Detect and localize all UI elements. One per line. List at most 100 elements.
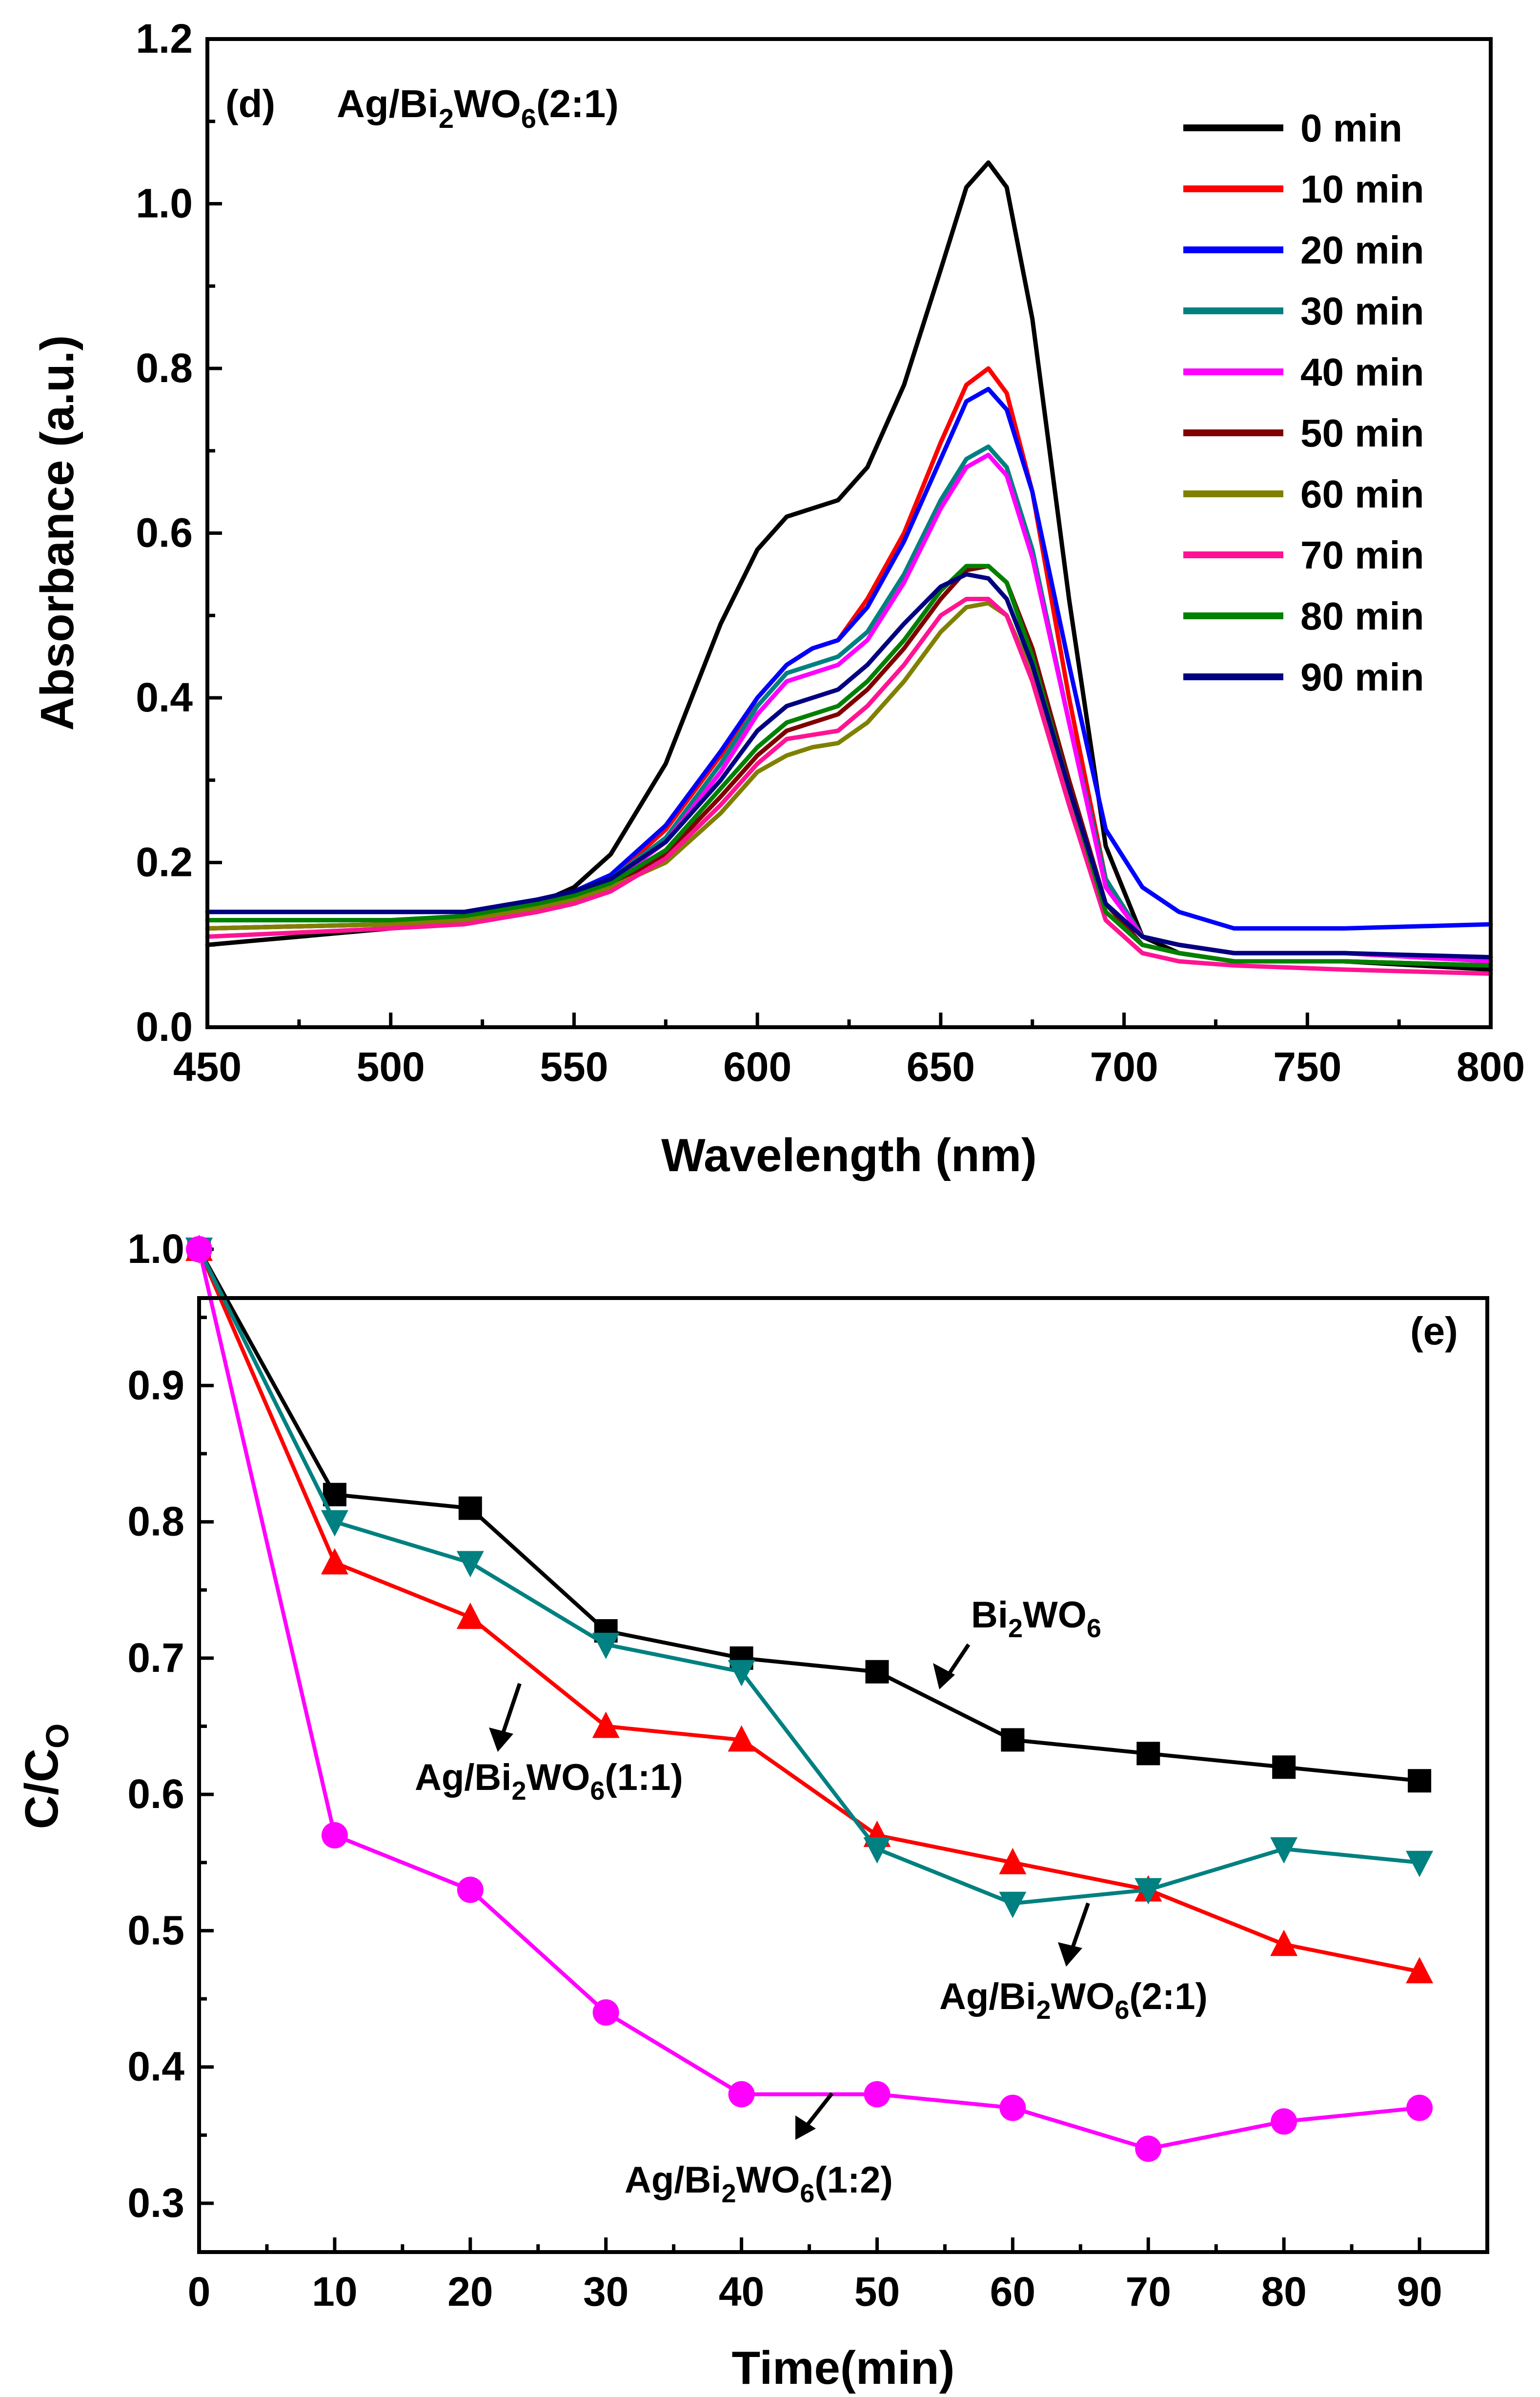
panel-e-tag: (e) bbox=[1410, 1309, 1458, 1353]
panel-d-x-tick-label: 550 bbox=[540, 1044, 608, 1090]
data-point-Ag-Bi2WO6-1-1 bbox=[592, 1711, 620, 1738]
data-point-Ag-Bi2WO6-1-1 bbox=[728, 1725, 755, 1752]
panel-e-y-tick-labels: 0.3 0.4 0.5 0.6 0.7 0.8 0.9 1.0 bbox=[127, 1226, 184, 2226]
panel-e-y-tick-label: 0.5 bbox=[127, 1907, 184, 1953]
series-line-Bi2WO6 bbox=[197, 1248, 1420, 1783]
panel-d-x-tick-labels: 450 500 550 600 650 700 750 800 bbox=[173, 1044, 1525, 1090]
legend-label-60-min: 60 min bbox=[1300, 472, 1424, 516]
spectrum-0-min bbox=[205, 160, 1493, 972]
data-point-Ag-Bi2WO6-2-1 bbox=[1135, 1878, 1162, 1905]
data-point-Ag-Bi2WO6-1-2 bbox=[1406, 2094, 1433, 2121]
panel-e-y-tick-label: 0.8 bbox=[127, 1499, 184, 1544]
panel-d-y-tick-label: 1.2 bbox=[136, 16, 193, 61]
annotation-2-1-label: Ag/Bi2WO6(2:1) bbox=[939, 1976, 1208, 2025]
panel-d-y-tick-label: 1.0 bbox=[136, 181, 193, 226]
legend-label-40-min: 40 min bbox=[1300, 350, 1424, 394]
annotation-ag-bi2wo6-2-1: Ag/Bi2WO6(2:1) bbox=[939, 1902, 1208, 2025]
panel-e-y-axis-title: C/CO bbox=[16, 1724, 75, 1829]
data-point-Bi2WO6 bbox=[1408, 1769, 1432, 1793]
panel-e-y-tick-label: 0.3 bbox=[127, 2180, 184, 2226]
spectrum-80-min bbox=[205, 564, 1493, 968]
legend-label-10-min: 10 min bbox=[1300, 167, 1424, 211]
annotation-ag-bi2wo6-1-1: Ag/Bi2WO6(1:1) bbox=[415, 1683, 683, 1806]
data-point-Ag-Bi2WO6-1-2 bbox=[186, 1236, 212, 1262]
data-point-Ag-Bi2WO6-2-1 bbox=[592, 1632, 620, 1659]
data-point-Ag-Bi2WO6-1-2 bbox=[1271, 2108, 1297, 2135]
data-point-Ag-Bi2WO6-2-1 bbox=[456, 1551, 484, 1578]
annotation-1-2-label: Ag/Bi2WO6(1:2) bbox=[625, 2159, 893, 2208]
data-point-Ag-Bi2WO6-1-2 bbox=[999, 2094, 1026, 2121]
annotation-ag-bi2wo6-1-2: Ag/Bi2WO6(1:2) bbox=[625, 2092, 893, 2208]
panel-e-x-tick-label: 80 bbox=[1261, 2269, 1306, 2315]
panel-d-x-axis-title: Wavelength (nm) bbox=[661, 1129, 1037, 1181]
panel-d-y-tick-label: 0.0 bbox=[136, 1004, 193, 1050]
spectrum-70-min bbox=[205, 597, 1493, 976]
legend-label-30-min: 30 min bbox=[1300, 289, 1424, 333]
data-point-Bi2WO6 bbox=[458, 1496, 482, 1520]
panel-e-x-axis-title: Time(min) bbox=[732, 2342, 955, 2394]
data-point-Ag-Bi2WO6-1-2 bbox=[1135, 2135, 1162, 2162]
panel-d-legend: 0 min 10 min 20 min 30 min 40 min 50 min 60 mi… bbox=[1183, 106, 1424, 699]
panel-d-plot-frame bbox=[205, 37, 1493, 1029]
panel-e-x-tick-label: 40 bbox=[719, 2269, 764, 2315]
panel-e-x-tick-label: 50 bbox=[854, 2269, 900, 2315]
panel-d-y-axis-title: Absorbance (a.u.) bbox=[31, 335, 83, 731]
panel-d-x-tick-label: 450 bbox=[173, 1044, 242, 1090]
data-point-Ag-Bi2WO6-2-1 bbox=[1270, 1837, 1298, 1864]
panel-e-plot-frame bbox=[197, 1296, 1489, 2254]
data-point-Ag-Bi2WO6-1-2 bbox=[864, 2081, 891, 2108]
data-point-Ag-Bi2WO6-1-1 bbox=[321, 1548, 348, 1575]
legend-label-20-min: 20 min bbox=[1300, 228, 1424, 272]
data-point-Ag-Bi2WO6-2-1 bbox=[728, 1660, 755, 1686]
panel-d-y-tick-label: 0.6 bbox=[136, 510, 193, 556]
annotation-1-1-label: Ag/Bi2WO6(1:1) bbox=[415, 1757, 683, 1806]
panel-d-x-tick-label: 750 bbox=[1273, 1044, 1341, 1090]
panel-e-x-tick-label: 0 bbox=[188, 2269, 211, 2315]
panel-e-y-tick-label: 0.4 bbox=[127, 2044, 184, 2090]
panel-e-degradation-curves: 0 10 20 30 40 50 60 70 80 90 0.30.40.50.60.70.80.… bbox=[16, 1226, 1489, 2394]
panel-e-x-tick-label: 70 bbox=[1126, 2269, 1171, 2315]
panel-e-x-tick-label: 60 bbox=[990, 2269, 1035, 2315]
data-point-Ag-Bi2WO6-1-2 bbox=[321, 1822, 348, 1849]
panel-d-x-tick-label: 650 bbox=[907, 1044, 975, 1090]
panel-e-x-tick-label: 90 bbox=[1397, 2269, 1442, 2315]
data-point-Bi2WO6 bbox=[1001, 1728, 1025, 1752]
annotation-1-2-arrowhead bbox=[795, 2115, 816, 2140]
annotation-1-2-arrow bbox=[803, 2092, 834, 2129]
annotation-1-1-arrowhead bbox=[489, 1727, 513, 1752]
data-point-Ag-Bi2WO6-2-1 bbox=[321, 1510, 348, 1537]
panel-e-x-tick-label: 20 bbox=[447, 2269, 493, 2315]
panel-d-x-tick-label: 500 bbox=[357, 1044, 425, 1090]
data-point-Ag-Bi2WO6-1-1 bbox=[999, 1848, 1027, 1874]
data-point-Ag-Bi2WO6-1-1 bbox=[1270, 1930, 1298, 1956]
data-point-Ag-Bi2WO6-1-1 bbox=[456, 1603, 484, 1629]
series-line-Ag-Bi2WO6-1-1 bbox=[197, 1248, 1420, 1974]
panel-e-series bbox=[185, 1235, 1434, 2162]
data-point-Bi2WO6 bbox=[865, 1660, 889, 1684]
data-point-Bi2WO6 bbox=[1136, 1742, 1160, 1766]
panel-e-y-tick-label: 1.0 bbox=[127, 1226, 184, 1272]
annotation-1-1-arrow bbox=[500, 1683, 522, 1738]
panel-d-y-tick-label: 0.2 bbox=[136, 839, 193, 885]
data-point-Bi2WO6 bbox=[1272, 1755, 1296, 1779]
legend-label-0-min: 0 min bbox=[1300, 106, 1402, 150]
panel-d-x-tick-label: 700 bbox=[1090, 1044, 1158, 1090]
panel-d-x-tick-label: 800 bbox=[1457, 1044, 1525, 1090]
legend-label-90-min: 90 min bbox=[1300, 655, 1424, 699]
panel-e-x-tick-label: 30 bbox=[583, 2269, 628, 2315]
data-point-Ag-Bi2WO6-2-1 bbox=[1406, 1850, 1434, 1877]
series-line-Ag-Bi2WO6-1-2 bbox=[197, 1249, 1420, 2151]
panel-d-y-tick-labels: 0.0 0.2 0.4 0.6 0.8 1.0 1.2 bbox=[136, 16, 193, 1050]
panel-d-absorbance-spectra: 450 500 550 600 650 700 750 800 0.0 0.2 0.4 0.6 0.8… bbox=[31, 16, 1525, 1181]
series-line-Ag-Bi2WO6-2-1 bbox=[197, 1248, 1420, 1906]
annotation-2-1-arrow bbox=[1069, 1902, 1090, 1953]
legend-label-80-min: 80 min bbox=[1300, 594, 1424, 638]
annotation-bi2wo6: Bi2WO6 bbox=[933, 1594, 1101, 1689]
data-point-Ag-Bi2WO6-2-1 bbox=[999, 1891, 1027, 1918]
panel-d-spectra bbox=[205, 160, 1493, 976]
annotation-bi2wo6-arrowhead bbox=[933, 1663, 955, 1689]
panel-e-x-tick-label: 10 bbox=[312, 2269, 357, 2315]
data-point-Ag-Bi2WO6-1-2 bbox=[592, 1999, 619, 2026]
